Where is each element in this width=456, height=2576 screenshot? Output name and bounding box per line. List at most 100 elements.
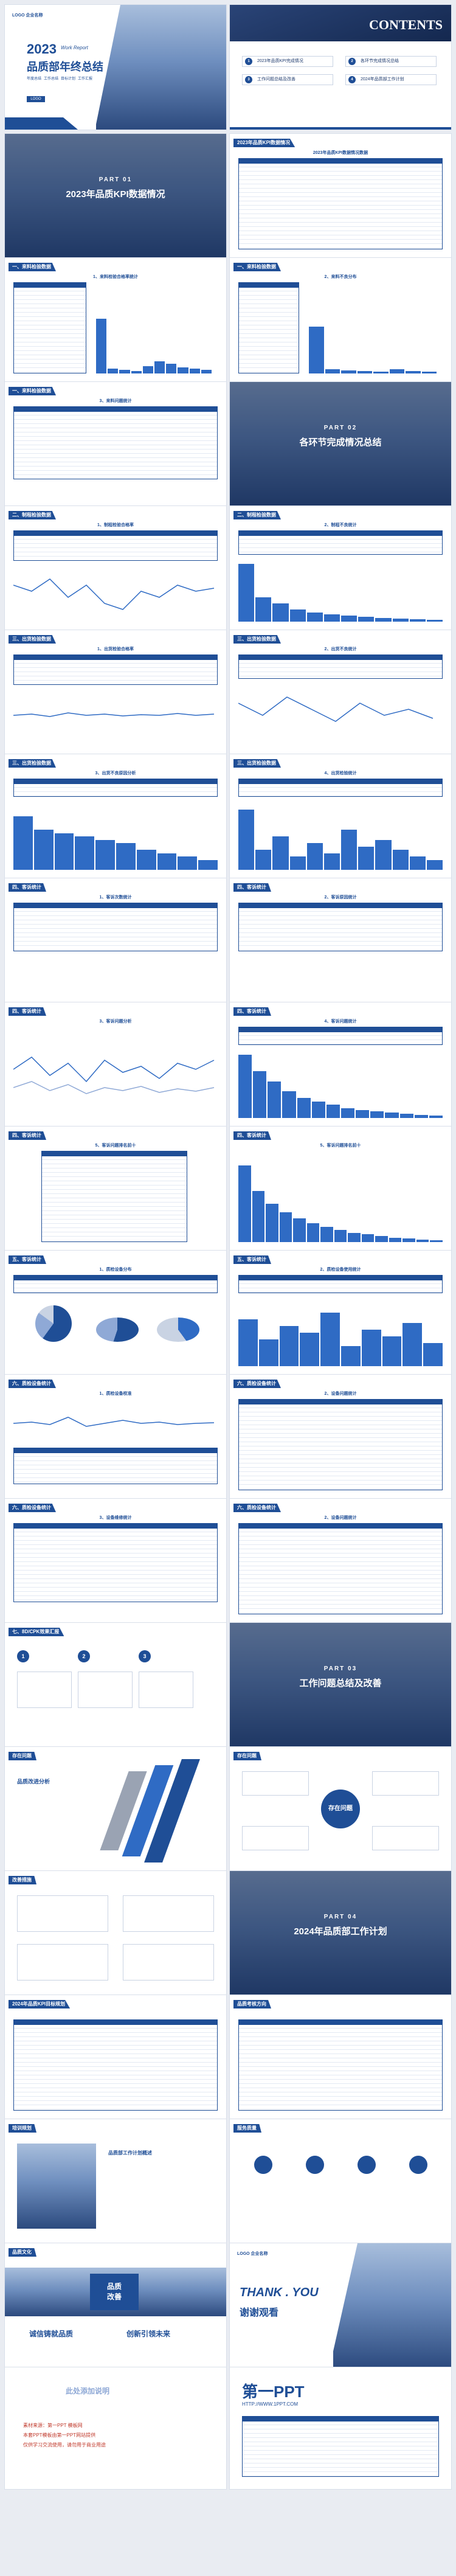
kpi-table <box>238 158 443 249</box>
chart-slide: 四、客诉统计 5、客诉问题排名前十 <box>5 1127 226 1251</box>
part-title: 2024年品质部工作计划 <box>294 1926 387 1937</box>
chart-title: 2、设备问题统计 <box>324 1392 357 1396</box>
data-table <box>13 654 218 685</box>
chart-slide: 三、出货检验数据 1、出货检验合格率 <box>5 630 226 755</box>
improve-card <box>123 1944 214 1981</box>
chart-title: 3、设备维修统计 <box>99 1516 132 1520</box>
bar-chart <box>13 803 218 870</box>
slide-header: 服务质量 <box>233 2124 261 2133</box>
problem-card <box>372 1826 439 1850</box>
chart-title: 4、客诉问题统计 <box>324 1019 357 1024</box>
number-badge: 3 <box>245 76 252 83</box>
plan-slide: 2024年品质KPI目标规划 <box>5 1995 226 2120</box>
slide-header: 三、出货检验数据 <box>9 759 56 768</box>
data-table <box>238 282 299 373</box>
slide-header: 四、客诉统计 <box>233 883 271 892</box>
part-title: 工作问题总结及改善 <box>299 1678 382 1689</box>
card-title: 品质部工作计划概述 <box>108 2150 152 2156</box>
contents-item[interactable]: 1 2023年品质KPI完成情况 <box>242 56 333 67</box>
slide-header: 存在问题 <box>233 1752 261 1760</box>
part-label: PART 01 <box>98 176 133 183</box>
data-table <box>238 903 443 951</box>
problem-card <box>372 1771 439 1796</box>
city-photo <box>333 2243 451 2368</box>
plan-table <box>238 2019 443 2111</box>
bar-chart <box>238 803 443 870</box>
cover-tags: 年度总结 工作总结 目标计划 工作汇报 <box>27 75 92 81</box>
chart-title: 2、设备问题统计 <box>324 1516 357 1520</box>
chart-slide: 二、制程检验数据 1、制程检验合格率 <box>5 506 226 631</box>
chart-slide: 三、出货检验数据 2、出货不良统计 <box>230 630 451 755</box>
chart-slide: 四、客诉统计 3、客诉问题分析 <box>5 1002 226 1127</box>
pie-chart <box>35 1305 72 1342</box>
chart-slide: 二、制程检验数据 2、制程不良统计 <box>230 506 451 631</box>
brand-logo: 第一PPT <box>242 2383 305 2401</box>
slide-header: 2023年品质KPI数据情况 <box>233 139 295 147</box>
contents-item[interactable]: 2 各环节完成情况总结 <box>345 56 437 67</box>
chart-title: 2、客诉原因统计 <box>324 895 357 900</box>
chart-title: 5、客诉问题排名前十 <box>95 1144 136 1148</box>
brand-url[interactable]: HTTP://WWW.1PPT.COM <box>242 2401 298 2407</box>
user-icon <box>409 2156 427 2174</box>
slide-header: 存在问题 <box>9 1752 36 1760</box>
table-subtitle: 2023年品质KPI数据情况数据 <box>313 151 368 155</box>
service-icon <box>254 2156 272 2174</box>
chart-title: 1、质检设备校准 <box>99 1392 132 1396</box>
bar-chart <box>309 307 437 373</box>
slide-header: 六、质检设备统计 <box>233 1380 281 1388</box>
credit-line: 素材来源：第一PPT 模板网 <box>23 2423 83 2428</box>
line-chart <box>13 578 215 610</box>
chart-title: 3、出货不良原因分析 <box>95 771 136 776</box>
number-badge: 1 <box>245 58 252 65</box>
cover-logo-small: LOGO <box>27 96 45 102</box>
slide-header: 一、来料检验数据 <box>9 263 56 271</box>
data-table <box>238 779 443 797</box>
problem-card <box>242 1771 309 1796</box>
slide-header: 改善措施 <box>9 1876 36 1884</box>
chart-title: 4、出货检验统计 <box>324 771 357 776</box>
chart-slide: 六、质检设备统计 1、质检设备校准 <box>5 1375 226 1499</box>
plan-slide: 品质考核方向 <box>230 1995 451 2120</box>
slide-header: 二、制程检验数据 <box>233 511 281 519</box>
contents-slide: CONTENTS 1 2023年品质KPI完成情况 2 各环节完成情况总结 3 … <box>230 5 451 130</box>
chart-title: 1、客诉次数统计 <box>99 895 132 900</box>
chart-title: 1、制程检验合格率 <box>97 523 134 527</box>
bar-chart <box>238 1051 443 1118</box>
ending-logo: LOGO 企业名称 <box>237 2252 268 2256</box>
part03-slide: PART 03 工作问题总结及改善 <box>230 1623 451 1748</box>
brand-slide: 第一PPT HTTP://WWW.1PPT.COM <box>230 2367 451 2489</box>
service-slide: 服务质量 <box>230 2119 451 2244</box>
part01-slide: PART 01 2023年品质KPI数据情况 <box>5 134 226 259</box>
step-card <box>78 1672 133 1708</box>
chart-slide: 五、客诉统计 2、质检设备使用统计 <box>230 1251 451 1375</box>
slide-header: 一、来料检验数据 <box>233 263 281 271</box>
data-table <box>13 903 218 951</box>
chart-slide: 四、客诉统计 4、客诉问题统计 <box>230 1002 451 1127</box>
credit-line: 仅供学习交流使用，请勿用于商业用途 <box>23 2442 106 2448</box>
line-chart <box>13 1057 215 1094</box>
data-table <box>13 406 218 479</box>
data-table <box>13 530 218 561</box>
slide-header: 三、出货检验数据 <box>233 635 281 644</box>
step-card <box>17 1672 72 1708</box>
cover-year-suffix: Work Report <box>61 45 88 50</box>
slide-header: 四、客诉统计 <box>9 1007 46 1016</box>
training-slide: 培训规划 品质部工作计划概述 <box>5 2119 226 2244</box>
thank-you: THANK . YOU <box>240 2286 319 2299</box>
part-title: 2023年品质KPI数据情况 <box>66 189 165 200</box>
slide-header: 四、客诉统计 <box>233 1007 271 1016</box>
part-label: PART 03 <box>323 1665 358 1672</box>
number-badge: 2 <box>348 58 356 65</box>
location-icon <box>358 2156 376 2174</box>
cover-tag: 年度总结 <box>27 77 42 81</box>
credit-line: 本套PPT模板由第一PPT网站提供 <box>23 2432 96 2438</box>
data-table <box>238 530 443 555</box>
improve-card <box>17 1895 108 1932</box>
chart-slide: 四、客诉统计 2、客诉原因统计 <box>230 878 451 1003</box>
improve-card <box>17 1944 108 1981</box>
contents-item[interactable]: 3 工作问题总结及改善 <box>242 74 333 85</box>
number-badge: 4 <box>348 76 356 83</box>
credit-slide: 此处添加说明 素材来源：第一PPT 模板网 本套PPT模板由第一PPT网站提供 … <box>5 2367 226 2489</box>
contents-item[interactable]: 4 2024年品质部工作计划 <box>345 74 437 85</box>
chart-title: 3、来料问题统计 <box>99 399 132 403</box>
